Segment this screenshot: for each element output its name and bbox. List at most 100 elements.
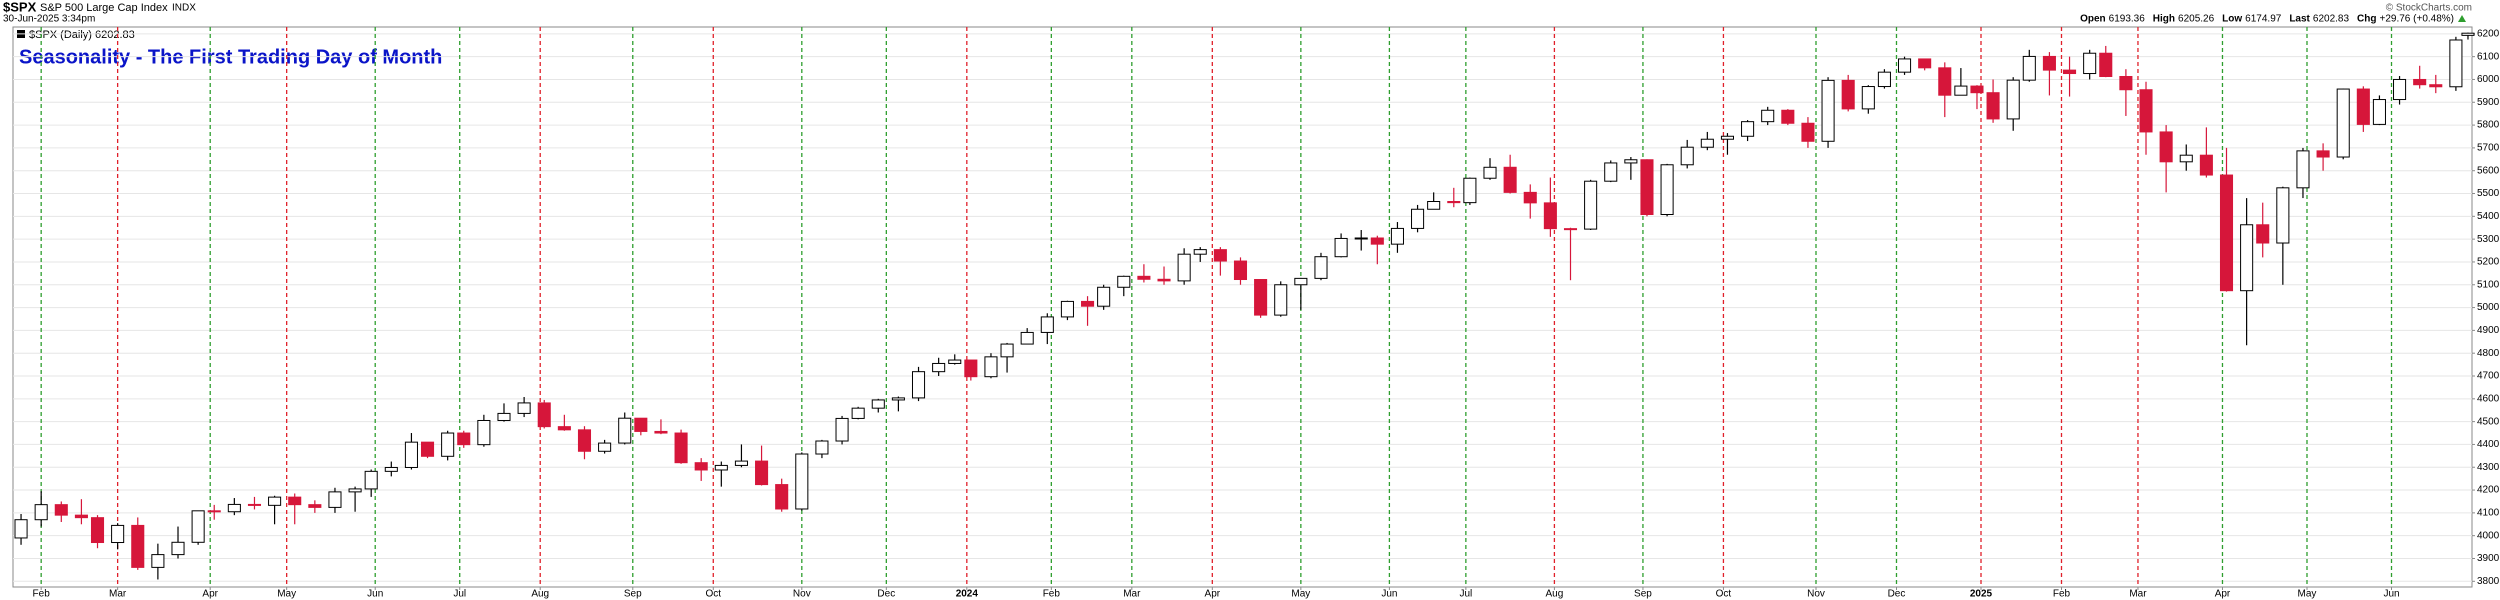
candle-body: [2099, 52, 2113, 77]
candle-body: [964, 359, 978, 378]
candle-body: [227, 503, 241, 513]
candle-body: [734, 460, 748, 466]
candle-body: [2449, 39, 2463, 88]
x-tick-label: Mar: [2129, 589, 2147, 600]
candle-body: [328, 491, 342, 508]
candle-body: [1020, 331, 1034, 345]
candle-body: [2119, 75, 2133, 91]
y-tick-label: 5500: [2477, 188, 2500, 199]
candle-body: [2413, 78, 2427, 86]
candle-body: [1523, 191, 1537, 204]
candle-body: [577, 429, 592, 452]
y-tick-label: 5900: [2477, 97, 2500, 108]
candle-body: [911, 371, 926, 399]
candle-body: [2296, 150, 2310, 189]
x-tick-label: Feb: [1043, 589, 1061, 600]
candle-body: [477, 419, 491, 446]
quote-value: 6193.36: [2109, 14, 2146, 25]
candle-body: [1660, 164, 1674, 216]
candle-body: [1624, 159, 1638, 164]
exchange: INDX: [172, 3, 196, 14]
quote-label: Open: [2080, 14, 2106, 25]
candle-body: [984, 356, 998, 378]
candle-body: [1841, 79, 1855, 110]
y-tick-label: 4500: [2477, 416, 2500, 427]
candle-body: [2219, 174, 2234, 292]
candle-body: [1563, 228, 1578, 231]
candle-body: [2139, 89, 2153, 133]
x-tick-label: 2024: [956, 589, 979, 600]
candle-body: [1503, 166, 1517, 193]
y-tick-label: 4200: [2477, 485, 2500, 496]
candle-body: [1233, 260, 1248, 281]
symbol: $SPX: [3, 0, 37, 14]
candle-body: [654, 430, 668, 434]
candle-body: [1720, 135, 1734, 140]
x-tick-label: Jun: [1381, 589, 1397, 600]
candle-body: [775, 484, 789, 510]
candle-body: [90, 517, 105, 544]
candle-body: [2356, 88, 2370, 125]
quote-label: High: [2153, 14, 2175, 25]
candle-body: [364, 470, 378, 490]
y-tick-label: 6200: [2477, 28, 2500, 39]
y-tick-label: 4100: [2477, 508, 2500, 519]
candle-body: [2393, 78, 2407, 101]
candle-body: [1801, 122, 1815, 142]
candle-body: [2316, 150, 2330, 158]
y-tick-label: 4900: [2477, 325, 2500, 336]
candle-body: [2372, 99, 2386, 125]
timestamp: 30-Jun-2025 3:34pm: [3, 14, 95, 25]
candle-body: [1137, 275, 1151, 280]
candle-body: [2063, 69, 2077, 75]
candle-body: [1483, 166, 1497, 179]
x-tick-label: May: [2298, 589, 2317, 600]
candle-body: [1938, 67, 1952, 96]
candle-body: [1463, 177, 1477, 204]
candle-body: [1700, 138, 1714, 148]
candle-body: [2276, 187, 2290, 244]
chart-title: Seasonality - The First Trading Day of M…: [19, 46, 442, 68]
candle-body: [1254, 279, 1268, 316]
quote-value: 6205.26: [2178, 14, 2215, 25]
candle-body: [1584, 180, 1598, 230]
candle-body: [497, 412, 511, 421]
candle-body: [835, 417, 849, 442]
candle-body: [34, 504, 48, 521]
candle-body: [1157, 278, 1171, 282]
x-tick-label: 2025: [1970, 589, 1993, 600]
candle-body: [1177, 253, 1191, 282]
candle-body: [1898, 58, 1912, 73]
candle-body: [1117, 275, 1131, 288]
candle-body: [1954, 85, 1968, 96]
candle-body: [948, 359, 962, 364]
candle-body: [1334, 237, 1348, 258]
y-tick-label: 6000: [2477, 74, 2500, 85]
candle-body: [1781, 109, 1795, 124]
candle-body: [674, 432, 688, 464]
y-tick-label: 5800: [2477, 120, 2500, 131]
candle-body: [618, 417, 632, 444]
y-tick-label: 4300: [2477, 462, 2500, 473]
x-tick-label: Mar: [109, 589, 127, 600]
y-tick-label: 5300: [2477, 234, 2500, 245]
candle-body: [1986, 92, 2000, 120]
candle-body: [2256, 224, 2270, 244]
y-tick-label: 5000: [2477, 302, 2500, 313]
x-tick-label: Oct: [1716, 589, 1732, 600]
candle-body: [755, 460, 769, 486]
y-tick-label: 4000: [2477, 530, 2500, 541]
candle-body: [1294, 277, 1308, 286]
candle-body: [2159, 131, 2173, 163]
candle-body: [1861, 86, 1875, 110]
candle-body: [1640, 159, 1654, 216]
candle-body: [2461, 32, 2475, 36]
candle-body: [1877, 71, 1891, 88]
candle-body: [348, 488, 362, 493]
quote-bar: Open 6193.36 High 6205.26 Low 6174.97 Last 6202…: [2080, 14, 2466, 25]
candle-body: [54, 504, 68, 516]
candle-body: [1447, 201, 1461, 204]
y-tick-label: 4800: [2477, 348, 2500, 359]
candle-body: [151, 554, 165, 568]
y-tick-label: 6100: [2477, 51, 2500, 62]
